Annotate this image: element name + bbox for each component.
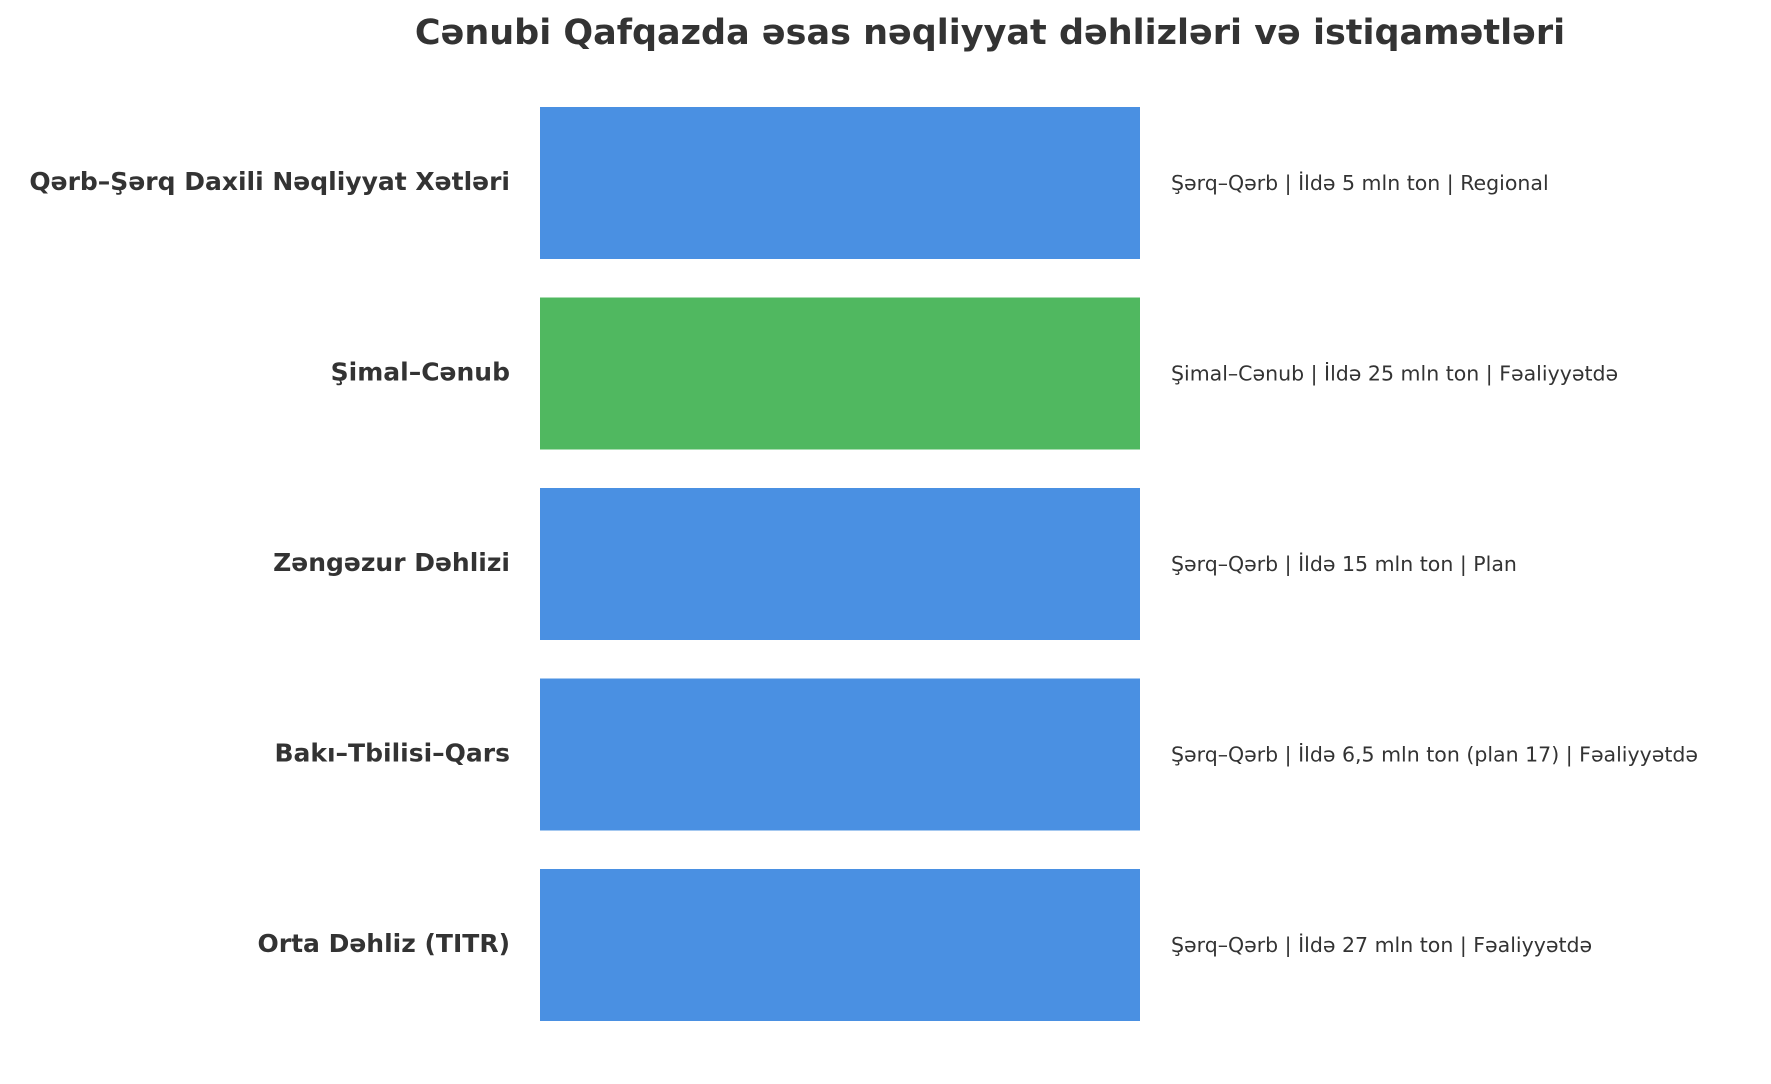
corridor-label: Zəngəzur Dəhlizi	[273, 548, 510, 577]
corridor-description: Şimal–Cənub | İldə 25 mln ton | Fəaliyyə…	[1171, 361, 1618, 387]
corridor-label: Orta Dəhliz (TITR)	[257, 929, 510, 958]
corridor-description: Şərq–Qərb | İldə 15 mln ton | Plan	[1171, 551, 1517, 577]
corridor-label: Bakı–Tbilisi–Qars	[274, 739, 510, 768]
corridor-description: Şərq–Qərb | İldə 27 mln ton | Fəaliyyətd…	[1171, 932, 1592, 958]
corridor-bar	[540, 107, 1140, 259]
corridor-description: Şərq–Qərb | İldə 6,5 mln ton (plan 17) |…	[1171, 742, 1698, 768]
corridor-bar	[540, 678, 1140, 831]
corridor-bar	[540, 297, 1140, 450]
corridor-label: Şimal–Cənub	[331, 358, 510, 387]
corridor-bar	[540, 869, 1140, 1021]
title: Cənubi Qafqazda əsas nəqliyyat dəhlizlər…	[415, 13, 1565, 53]
corridor-bar	[540, 488, 1140, 640]
corridor-label: Qərb–Şərq Daxili Nəqliyyat Xətləri	[29, 167, 510, 196]
corridor-description: Şərq–Qərb | İldə 5 mln ton | Regional	[1171, 170, 1549, 196]
